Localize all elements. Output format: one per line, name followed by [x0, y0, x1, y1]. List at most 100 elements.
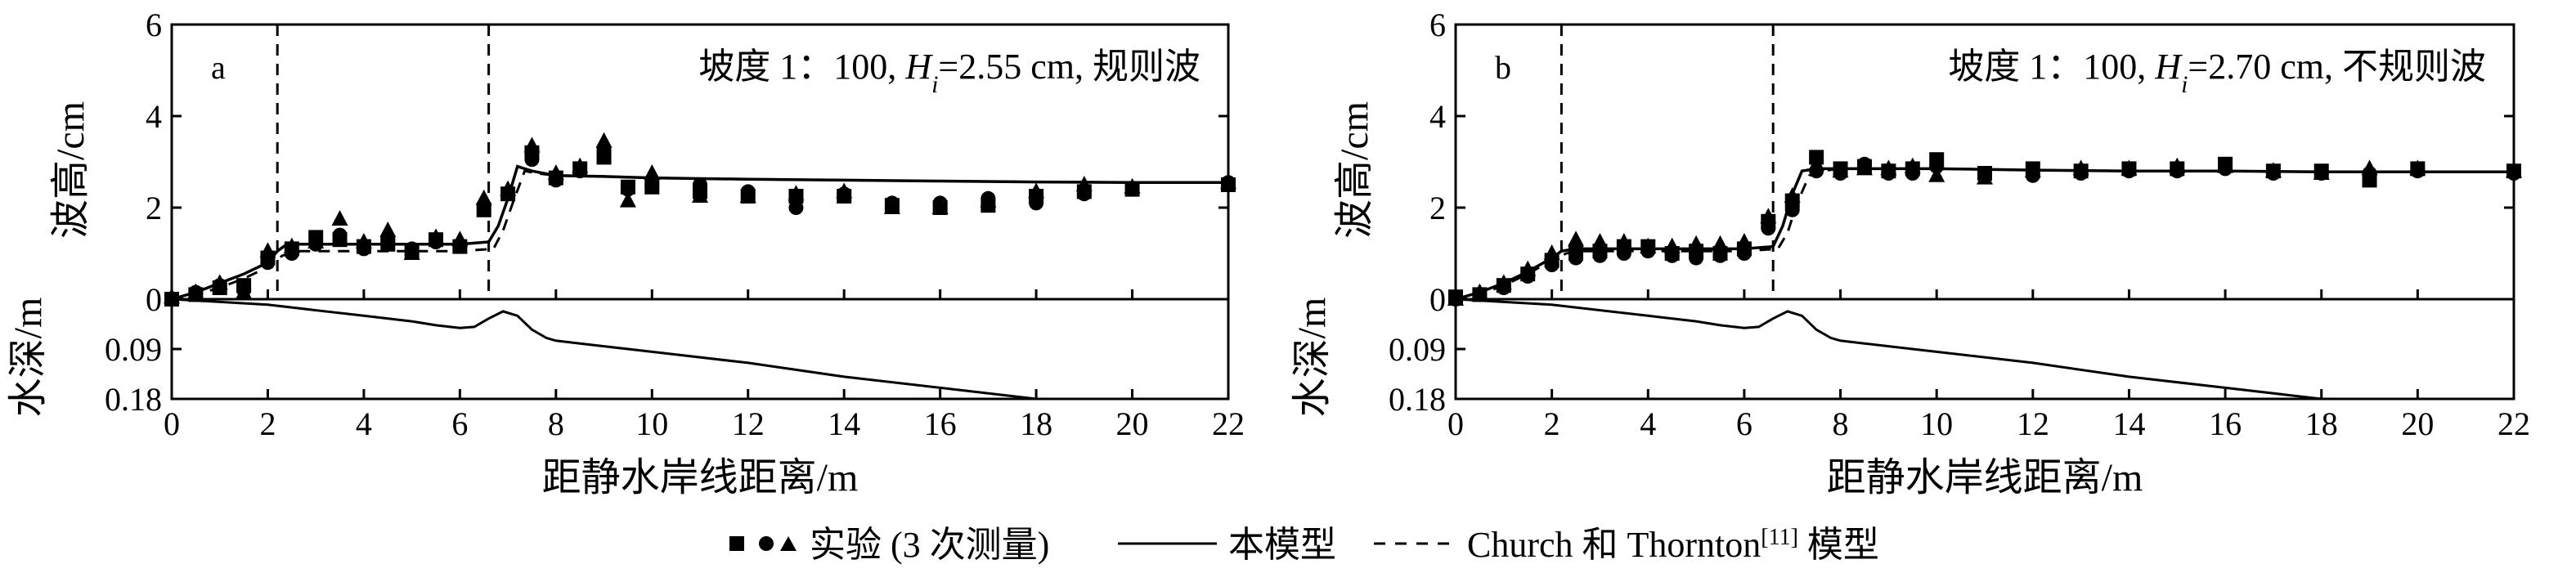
experiment-point-circle: [1761, 221, 1776, 236]
experiment-point-triangle: [619, 191, 636, 208]
experiment-point-circle: [620, 181, 635, 197]
experiment-point-circle: [1616, 246, 1631, 261]
experiment-point-triangle: [1124, 177, 1141, 194]
experiment-point-triangle: [1447, 290, 1464, 306]
experiment-point-triangle: [1591, 233, 1609, 248]
experiment-point-triangle: [428, 228, 444, 244]
experiment-point-triangle: [788, 185, 805, 201]
x-tick-label: 16: [924, 405, 957, 442]
experiment-point-triangle: [836, 182, 853, 199]
panel-annotation: 坡度 1：100, Hi=2.70 cm, 不规则波: [1948, 47, 2486, 98]
experiment-point-triangle: [1220, 173, 1236, 190]
experiment-point-triangle: [644, 164, 661, 180]
experiment-point-circle: [1929, 159, 1945, 174]
experiment-point-triangle: [1688, 235, 1705, 251]
experiment-point-triangle: [1568, 231, 1585, 247]
x-tick-label: 14: [828, 405, 860, 442]
experiment-point-circle: [1784, 202, 1800, 217]
lower-y-tick-label: 0.09: [105, 331, 162, 368]
experiment-point-triangle: [475, 189, 492, 205]
x-tick-label: 0: [164, 405, 180, 442]
experiment-point-triangle: [1735, 233, 1752, 248]
experiment-point-triangle: [547, 164, 564, 180]
church-thornton-model-line: [1455, 167, 2514, 301]
annotation-variable: H: [904, 47, 933, 87]
x-tick-label: 10: [635, 405, 668, 442]
x-tick-label: 22: [2497, 405, 2530, 442]
experiment-point-circle: [1568, 250, 1584, 266]
experiment-point-triangle: [451, 231, 469, 247]
experiment-point-triangle: [595, 132, 613, 148]
experiment-point-triangle: [1712, 235, 1729, 251]
experiment-point-triangle: [283, 237, 300, 253]
x-tick-label: 4: [1640, 405, 1656, 442]
x-tick-label: 0: [1447, 405, 1464, 442]
annotation-prefix: 坡度 1：100,: [698, 47, 905, 87]
upper-y-tick-label: 0: [1429, 281, 1446, 318]
upper-y-tick-label: 4: [146, 98, 162, 135]
experiment-point-triangle: [1615, 233, 1632, 248]
experiment-point-triangle: [1519, 260, 1537, 276]
experiment-point-triangle: [1784, 187, 1801, 203]
experiment-point-triangle: [2072, 159, 2089, 176]
experiment-point-triangle: [1495, 274, 1512, 290]
experiment-point-triangle: [572, 157, 589, 173]
x-tick-label: 18: [2305, 405, 2338, 442]
upper-y-tick-label: 6: [1429, 7, 1446, 43]
bed-profile-line: [171, 298, 1037, 401]
x-axis-label: 距静水岸线距离/m: [1827, 456, 2143, 499]
experiment-point-circle: [1592, 248, 1608, 263]
experiment-point-triangle: [2264, 162, 2282, 178]
experiment-point-triangle: [187, 283, 204, 299]
experiment-point-triangle: [500, 180, 517, 196]
experiment-point-triangle: [2169, 157, 2186, 173]
experiment-point-circle: [1544, 257, 1560, 272]
experiment-point-circle: [1736, 246, 1752, 261]
experiment-point-triangle: [1928, 166, 1945, 182]
lower-y-axis-label: 水深/m: [1290, 298, 1334, 418]
experiment-point-triangle: [1471, 283, 1488, 299]
x-tick-label: 20: [1116, 405, 1149, 442]
upper-y-axis-label: 波高/cm: [49, 101, 92, 239]
upper-y-axis-label: 波高/cm: [1333, 101, 1376, 239]
legend-circle-marker: [759, 536, 774, 551]
experiment-point-triangle: [739, 187, 756, 203]
experiment-point-triangle: [1808, 154, 1825, 171]
experiment-point-triangle: [2409, 159, 2426, 176]
panel-annotation: 坡度 1：100, Hi=2.55 cm, 规则波: [698, 47, 1200, 98]
experiment-point-triangle: [1904, 157, 1921, 173]
legend-church-ref: [11]: [1761, 525, 1798, 550]
experiment-point-circle: [1712, 248, 1728, 263]
experiment-point-triangle: [1977, 168, 1993, 185]
experiment-point-triangle: [883, 199, 900, 214]
experiment-point-triangle: [211, 274, 228, 290]
experiment-point-triangle: [1663, 237, 1681, 253]
legend-model-label: 本模型: [1228, 525, 1336, 565]
x-tick-label: 10: [1920, 405, 1953, 442]
experiment-point-triangle: [2313, 164, 2330, 180]
legend-triangle-marker: [780, 536, 797, 551]
legend-square-marker: [729, 536, 744, 551]
experiment-point-triangle: [1640, 237, 1657, 253]
annotation-variable: H: [2154, 47, 2183, 87]
lower-y-tick-label: 0.18: [105, 381, 162, 418]
experiment-point-circle: [788, 200, 804, 215]
lower-plot-frame: [1454, 298, 2515, 401]
annotation-prefix: 坡度 1：100,: [1948, 47, 2155, 87]
experiment-point-circle: [1689, 250, 1704, 266]
x-tick-label: 12: [2017, 405, 2049, 442]
experiment-point-circle: [524, 152, 540, 168]
panel-letter: a: [211, 49, 226, 86]
experiment-point-triangle: [403, 244, 420, 260]
experiment-point-triangle: [1075, 176, 1093, 191]
experiment-point-triangle: [1028, 182, 1045, 199]
experiment-point-triangle: [1760, 208, 1777, 224]
lower-y-tick-label: 0.18: [1389, 381, 1446, 418]
x-tick-label: 18: [1020, 405, 1052, 442]
experiment-point-triangle: [2361, 159, 2378, 176]
experiment-point-triangle: [2217, 157, 2234, 173]
experiment-point-triangle: [1856, 159, 1873, 176]
experiment-point-triangle: [931, 199, 949, 214]
